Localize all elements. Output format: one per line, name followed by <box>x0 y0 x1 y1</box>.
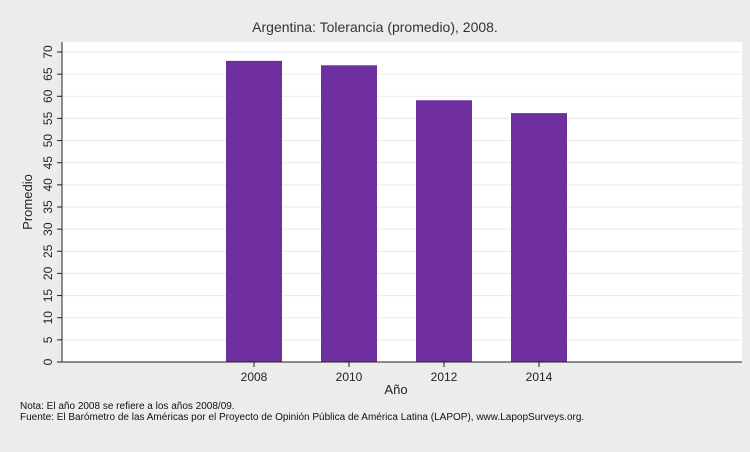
bars <box>226 60 567 363</box>
y-tick-label: 50 <box>41 134 55 148</box>
y-ticks: 0 5 10 15 20 25 30 35 40 45 50 55 60 65 70 <box>41 45 62 365</box>
gridlines <box>62 51 742 341</box>
x-tick-label: 2014 <box>526 370 553 384</box>
y-tick-label: 45 <box>41 156 55 170</box>
y-tick-label: 65 <box>41 67 55 81</box>
bar-2012 <box>416 100 472 363</box>
bar-2014 <box>511 113 567 362</box>
y-tick-label: 10 <box>41 311 55 325</box>
y-tick-label: 55 <box>41 111 55 125</box>
y-tick-label: 15 <box>41 289 55 303</box>
plot-area <box>62 42 742 362</box>
x-tick-label: 2008 <box>241 370 268 384</box>
note-text: Nota: El año 2008 se refiere a los años … <box>20 401 235 412</box>
y-tick-label: 30 <box>41 222 55 236</box>
y-tick-label: 20 <box>41 266 55 280</box>
axes <box>61 42 742 363</box>
y-tick-label: 25 <box>41 244 55 258</box>
x-axis-label: Año <box>384 382 407 397</box>
x-tick-label: 2010 <box>336 370 363 384</box>
y-tick-label: 35 <box>41 200 55 214</box>
y-tick-label: 60 <box>41 89 55 103</box>
x-ticks: 2008 2010 2012 2014 <box>241 362 553 384</box>
bar-2008 <box>226 60 282 362</box>
y-axis-label: Promedio <box>20 174 35 230</box>
bar-2010 <box>321 65 377 363</box>
x-tick-label: 2012 <box>431 370 458 384</box>
y-tick-label: 70 <box>41 45 55 59</box>
y-tick-label: 0 <box>41 358 55 365</box>
y-tick-label: 40 <box>41 178 55 192</box>
source-text: Fuente: El Barómetro de las Américas por… <box>20 412 585 423</box>
y-tick-label: 5 <box>41 336 55 343</box>
chart-title: Argentina: Tolerancia (promedio), 2008. <box>252 19 498 35</box>
